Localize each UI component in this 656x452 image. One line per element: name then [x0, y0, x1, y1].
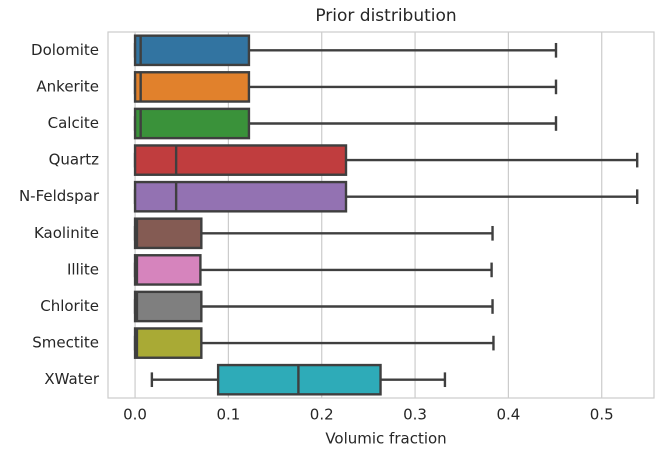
y-tick-label: Dolomite — [31, 41, 99, 59]
chart-title: Prior distribution — [315, 6, 456, 26]
plot-frame — [107, 31, 655, 399]
box — [133, 107, 251, 140]
y-tick-label: Ankerite — [36, 77, 99, 95]
y-tick-label: Smectite — [32, 334, 99, 352]
y-tick-label: Illite — [67, 260, 99, 278]
y-tick-label: Calcite — [48, 114, 99, 132]
box — [133, 217, 203, 250]
box — [133, 71, 251, 103]
y-tick-label: Quartz — [49, 151, 100, 169]
box — [133, 34, 251, 67]
x-tick-label: 0.1 — [216, 406, 240, 424]
y-tick-label: XWater — [44, 370, 99, 388]
x-axis-label: Volumic fraction — [325, 430, 446, 448]
box — [133, 290, 203, 323]
box — [133, 327, 203, 359]
x-tick-label: 0.3 — [403, 406, 427, 424]
y-tick-label: Kaolinite — [34, 224, 99, 242]
y-tick-label: N-Feldspar — [19, 187, 100, 205]
box — [133, 254, 202, 286]
y-tick-label: Chlorite — [40, 297, 99, 315]
x-tick-label: 0.5 — [590, 406, 614, 424]
box — [133, 144, 348, 176]
x-tick-label: 0.0 — [123, 406, 147, 424]
x-tick-label: 0.2 — [310, 406, 334, 424]
x-tick-label: 0.4 — [496, 406, 520, 424]
box — [133, 180, 348, 213]
